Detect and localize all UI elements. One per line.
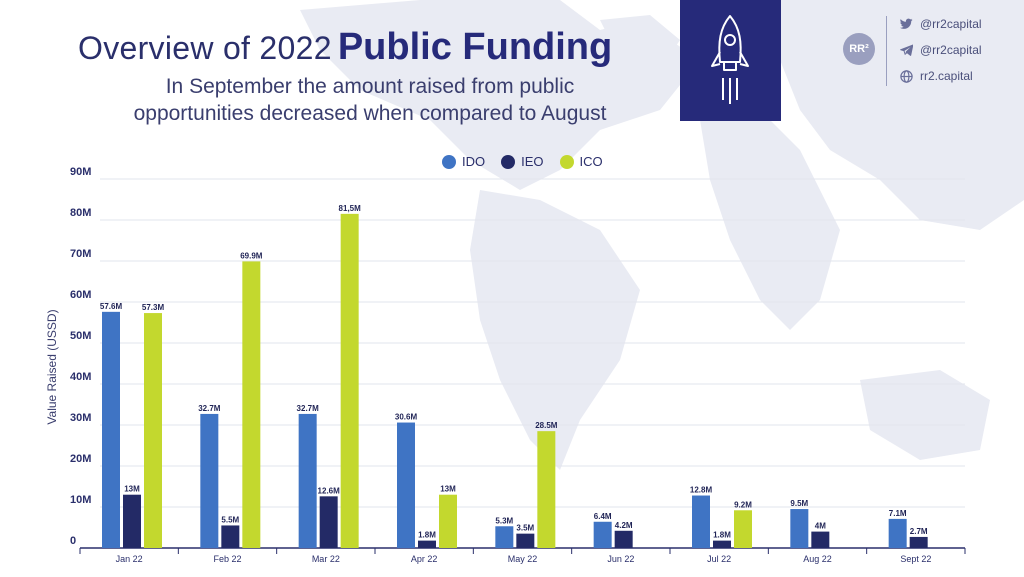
data-label-ico: 57.3M	[142, 303, 165, 312]
social-telegram-text: @rr2capital	[920, 43, 982, 57]
rocket-icon	[711, 15, 749, 104]
x-tick-label: Jul 22	[707, 554, 731, 564]
legend-label-ico: ICO	[579, 154, 603, 169]
y-tick-label: 70M	[70, 248, 91, 260]
data-label-ieo: 13M	[124, 485, 140, 494]
bar-ieo	[123, 494, 141, 548]
legend-item-ido: IDO	[442, 154, 485, 169]
chart-legend: IDO IEO ICO	[442, 154, 603, 169]
bar-ieo	[516, 533, 535, 548]
bar-ico	[734, 510, 752, 548]
page-title: Overview of 2022 Public Funding	[78, 26, 612, 69]
x-tick-label: Mar 22	[312, 554, 340, 564]
x-tick-label: Aug 22	[803, 554, 832, 564]
legend-label-ido: IDO	[462, 154, 486, 169]
y-tick-label: 0	[70, 535, 76, 547]
page-subtitle: In September the amount raised from publ…	[133, 75, 607, 125]
social-website[interactable]: rr2.capital	[900, 69, 973, 83]
x-tick-label: Sept 22	[900, 554, 931, 564]
y-tick-label: 10M	[70, 494, 91, 506]
data-label-ido: 5.3M	[495, 516, 513, 525]
data-label-ieo: 12.6M	[318, 486, 341, 495]
data-label-ieo: 3.5M	[516, 524, 534, 533]
bar-ido	[593, 521, 612, 548]
x-tick-label: Jun 22	[607, 554, 634, 564]
bar-ieo	[713, 540, 731, 548]
data-label-ieo: 5.5M	[221, 515, 239, 524]
social-website-text: rr2.capital	[920, 69, 973, 83]
data-label-ico: 13M	[440, 485, 456, 494]
social-twitter-text: @rr2capital	[920, 17, 982, 31]
rocket-banner	[680, 0, 781, 121]
data-label-ieo: 2.7M	[910, 527, 928, 536]
bar-ieo	[811, 531, 830, 548]
data-label-ido: 32.7M	[297, 404, 320, 413]
brand-logo: RR²	[843, 33, 875, 65]
y-tick-label: 90M	[70, 166, 91, 178]
social-twitter[interactable]: @rr2capital	[900, 17, 982, 31]
data-label-ido: 6.4M	[594, 512, 612, 521]
bar-ido	[790, 509, 809, 548]
bar-ico	[144, 313, 162, 548]
y-tick-label: 80M	[70, 207, 91, 219]
title-bold-text: Public Funding	[337, 26, 613, 68]
bar-ido	[102, 311, 120, 548]
data-label-ido: 30.6M	[395, 413, 418, 422]
data-label-ido: 9.5M	[790, 499, 808, 508]
y-tick-label: 50M	[70, 330, 91, 342]
x-tick-label: Jan 22	[116, 554, 143, 564]
legend-item-ico: ICO	[559, 154, 603, 169]
data-label-ieo: 4M	[815, 522, 826, 531]
data-label-ico: 28.5M	[535, 421, 558, 430]
y-tick-label: 20M	[70, 453, 91, 465]
legend-dot-ico	[559, 154, 574, 169]
x-tick-label: May 22	[508, 554, 538, 564]
data-label-ico: 69.9M	[240, 251, 263, 260]
bar-ico	[242, 261, 261, 548]
data-label-ido: 7.1M	[889, 509, 907, 518]
data-label-ieo: 4.2M	[615, 521, 633, 530]
bar-ido	[495, 526, 514, 548]
social-telegram[interactable]: @rr2capital	[900, 43, 982, 57]
x-tick-label: Apr 22	[411, 554, 438, 564]
bar-ido	[298, 413, 317, 548]
data-label-ido: 32.7M	[198, 404, 221, 413]
data-label-ieo: 1.8M	[713, 531, 731, 540]
data-label-ieo: 1.8M	[418, 531, 436, 540]
bar-ico	[340, 213, 359, 548]
y-tick-label: 30M	[70, 412, 91, 424]
data-label-ido: 12.8M	[690, 486, 713, 495]
bar-ieo	[418, 540, 436, 548]
bar-ido	[692, 495, 710, 548]
legend-dot-ieo	[501, 154, 516, 169]
globe-icon	[900, 69, 913, 83]
bar-ieo	[909, 536, 928, 548]
telegram-icon	[900, 44, 913, 56]
title-light-text: Overview of 2022	[78, 30, 332, 66]
twitter-icon	[900, 18, 913, 29]
bar-ido	[397, 422, 415, 548]
bar-ieo	[614, 530, 633, 548]
legend-dot-ido	[442, 154, 456, 169]
y-tick-label: 60M	[70, 289, 91, 301]
data-label-ico: 9.2M	[734, 500, 752, 509]
data-label-ico: 81,5M	[339, 204, 362, 213]
bar-ieo	[319, 496, 338, 548]
bar-ieo	[221, 525, 240, 548]
brand-divider	[886, 16, 887, 86]
bar-ido	[888, 518, 907, 548]
y-tick-label: 40M	[70, 371, 91, 383]
bar-ido	[200, 413, 219, 548]
bar-ico	[537, 431, 556, 548]
x-tick-label: Feb 22	[213, 554, 241, 564]
legend-label-ieo: IEO	[521, 154, 544, 169]
bar-ico	[439, 494, 457, 548]
legend-item-ieo: IEO	[501, 154, 544, 169]
data-label-ido: 57.6M	[100, 302, 123, 311]
